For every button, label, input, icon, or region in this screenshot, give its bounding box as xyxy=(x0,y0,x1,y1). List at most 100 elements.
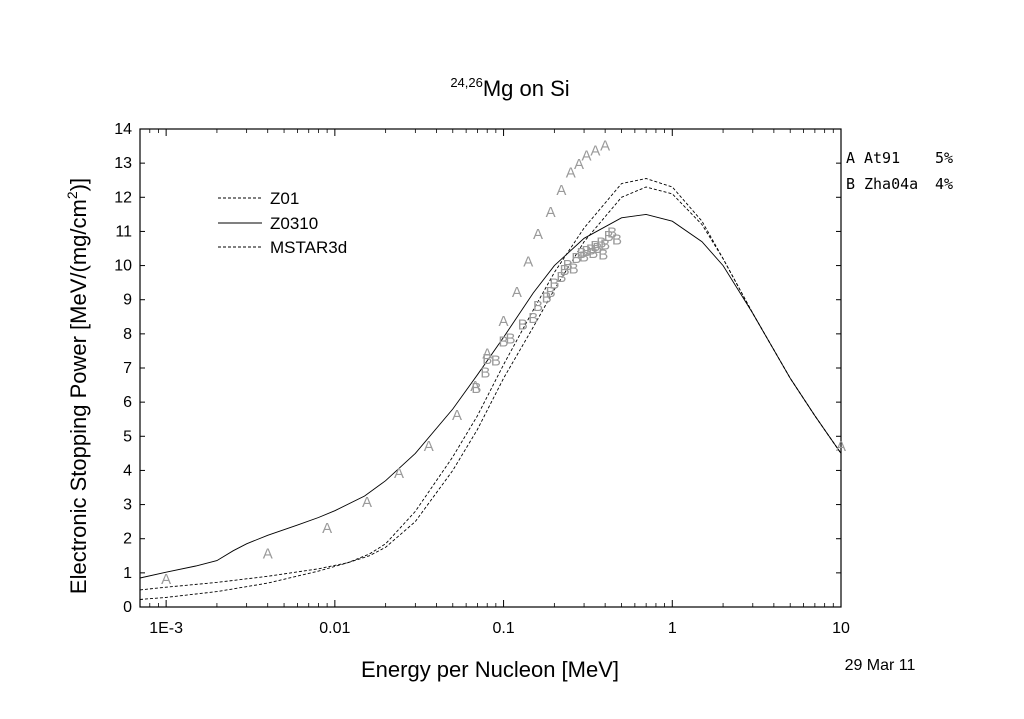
y-tick-label: 7 xyxy=(123,360,132,377)
chart-title-superscript: 24,26 xyxy=(450,75,483,90)
data-point-a: A xyxy=(362,494,372,511)
y-tick-label: 14 xyxy=(114,121,132,138)
data-point-b: B xyxy=(506,330,516,347)
data-point-a: A xyxy=(581,148,591,165)
reference-legend-row-a: A At91 5% xyxy=(846,149,953,167)
data-point-b: B xyxy=(499,334,509,351)
axis-ticks xyxy=(139,128,842,608)
series-line-z0310 xyxy=(139,213,842,579)
reference-legend-row-b: B Zha04a 4% xyxy=(846,175,953,193)
reference-symbol-b: B xyxy=(846,175,855,193)
data-point-b: B xyxy=(577,245,587,262)
chart-title-main: Mg on Si xyxy=(483,76,570,101)
reference-name-a: At91 xyxy=(864,149,900,167)
legend-label-z01: Z01 xyxy=(270,189,299,208)
data-point-a: A xyxy=(574,156,584,173)
y-tick-label: 5 xyxy=(123,428,132,445)
data-point-a: A xyxy=(424,438,434,455)
data-point-b: B xyxy=(598,247,608,264)
reference-error-a: 5% xyxy=(935,149,953,167)
y-axis-title-end: )] xyxy=(66,178,91,191)
data-point-b: B xyxy=(596,235,606,252)
y-tick-label: 0 xyxy=(123,599,132,616)
reference-legend: A At91 5% B Zha04a 4% xyxy=(846,149,953,193)
y-tick-label: 12 xyxy=(114,189,132,206)
data-point-a: A xyxy=(452,407,462,424)
y-tick-label: 6 xyxy=(123,394,132,411)
data-point-a: A xyxy=(482,346,492,363)
data-point-b: B xyxy=(592,240,602,257)
data-point-b: B xyxy=(571,250,581,267)
legend-label-z0310: Z0310 xyxy=(270,214,318,233)
data-point-b: B xyxy=(604,228,614,245)
data-point-b: B xyxy=(590,238,600,255)
y-tick-label: 11 xyxy=(115,223,132,240)
y-tick-label: 13 xyxy=(114,155,132,172)
reference-name-b: Zha04a xyxy=(864,175,918,193)
x-tick-label: 0.01 xyxy=(319,620,350,637)
data-point-b: B xyxy=(542,289,552,306)
data-point-a: A xyxy=(836,438,846,455)
data-point-b: B xyxy=(607,224,617,241)
data-point-a: A xyxy=(556,182,566,199)
date-stamp: 29 Mar 11 xyxy=(845,657,916,674)
data-point-b: B xyxy=(581,243,591,260)
data-point-b: B xyxy=(482,351,492,368)
data-point-b: B xyxy=(586,242,596,259)
x-tick-label: 10 xyxy=(832,620,850,637)
legend-label-mstar3d: MSTAR3d xyxy=(270,238,347,257)
y-axis-title-superscript: 2 xyxy=(64,191,80,199)
x-axis-title: Energy per Nucleon [MeV] xyxy=(361,657,619,682)
data-point-a: A xyxy=(566,165,576,182)
data-point-a: A xyxy=(512,284,522,301)
data-point-b: B xyxy=(612,231,622,248)
y-tick-label: 9 xyxy=(123,292,132,309)
reference-symbol-a: A xyxy=(846,149,855,167)
data-point-b: B xyxy=(546,284,556,301)
data-point-a: A xyxy=(600,137,610,154)
y-axis-title-main: Electronic Stopping Power [MeV/(mg/cm xyxy=(66,199,91,594)
y-tick-label: 2 xyxy=(123,531,132,548)
data-point-b: B xyxy=(518,317,528,334)
data-point-a: A xyxy=(546,204,556,221)
y-axis-title: Electronic Stopping Power [MeV/(mg/cm2)] xyxy=(64,178,91,594)
data-point-a: A xyxy=(533,226,543,243)
data-point-b: B xyxy=(560,262,570,279)
data-point-b: B xyxy=(600,236,610,253)
reference-error-b: 4% xyxy=(935,175,953,193)
data-point-b: B xyxy=(588,245,598,262)
data-point-b: B xyxy=(563,257,573,274)
x-tick-label: 0.1 xyxy=(492,620,514,637)
data-point-b: B xyxy=(491,352,501,369)
data-point-a: A xyxy=(322,520,332,537)
data-point-a: A xyxy=(523,253,533,270)
chart-title: 24,26Mg on Si xyxy=(450,75,569,101)
data-point-a: A xyxy=(394,465,404,482)
data-point-b: B xyxy=(471,380,481,397)
series-line-mstar3d xyxy=(139,178,842,600)
series-legend: Z01 Z0310 MSTAR3d xyxy=(218,189,347,257)
y-tick-label: 4 xyxy=(123,462,132,479)
y-tick-label: 1 xyxy=(123,565,132,582)
data-point-a: A xyxy=(470,378,480,395)
data-point-a: A xyxy=(263,545,273,562)
data-point-b: B xyxy=(533,298,543,315)
y-tick-label: 10 xyxy=(114,258,132,275)
x-tick-label: 1 xyxy=(668,620,677,637)
data-point-a: A xyxy=(499,313,509,330)
data-point-a: A xyxy=(161,571,171,588)
data-point-b: B xyxy=(579,248,589,265)
data-point-b: B xyxy=(556,269,566,286)
data-point-a: A xyxy=(590,142,600,159)
series-curves xyxy=(139,178,842,600)
data-point-b: B xyxy=(549,276,559,293)
data-point-b: B xyxy=(528,310,538,327)
y-tick-label: 8 xyxy=(123,326,132,343)
x-tick-label: 1E-3 xyxy=(149,620,183,637)
data-point-b: B xyxy=(569,260,579,277)
y-tick-label: 3 xyxy=(123,497,132,514)
data-point-b: B xyxy=(480,364,490,381)
